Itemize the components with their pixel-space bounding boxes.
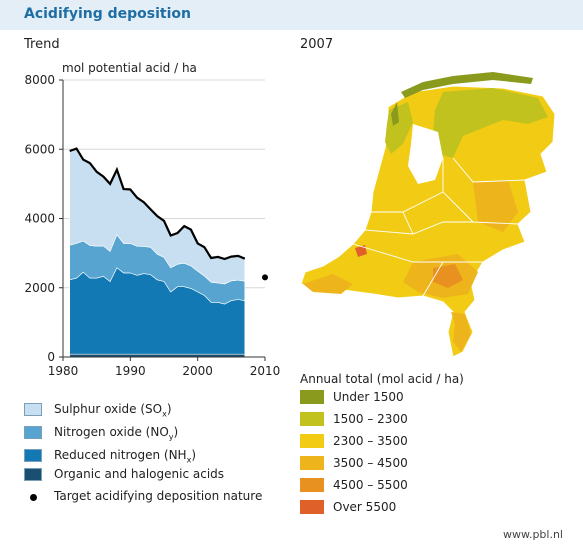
map-lake	[408, 124, 443, 184]
target-point	[262, 274, 268, 281]
chart-subtitle: Trend	[24, 37, 60, 52]
legend-label-target: Target acidifying deposition nature	[54, 489, 263, 503]
y-tick-label: 8000	[24, 73, 55, 87]
map-zeeland	[303, 274, 353, 294]
class-swatch	[300, 412, 324, 426]
sox-swatch	[24, 403, 42, 416]
class-label: 2300 – 3500	[333, 434, 408, 448]
class-swatch	[300, 500, 324, 514]
legend-label-noy: Nitrogen oxide (NO	[54, 425, 169, 439]
nhx-swatch	[24, 449, 42, 462]
map-limburg	[451, 312, 471, 352]
y-tick-label: 0	[47, 350, 55, 364]
y-tick-label: 2000	[24, 281, 55, 295]
legend-label-org: Organic and halogenic acids	[54, 467, 225, 481]
map-land	[300, 85, 556, 358]
y-tick-label: 4000	[24, 212, 55, 226]
source-link[interactable]: www.pbl.nl	[502, 528, 563, 541]
map-subtitle: 2007	[300, 37, 334, 52]
page-title: Acidifying deposition	[24, 6, 191, 22]
title-bar: Acidifying deposition	[0, 0, 583, 30]
class-label: Over 5500	[333, 500, 397, 514]
legend-sub-noy: y	[168, 432, 174, 442]
netherlands-map	[300, 72, 556, 358]
x-tick-label: 1990	[115, 364, 146, 375]
map-borders	[352, 157, 526, 297]
class-swatch	[300, 434, 324, 448]
legend-label-sox: Sulphur oxide (SO	[54, 402, 163, 416]
x-tick-label: 2000	[182, 364, 213, 375]
total-line	[69, 147, 246, 261]
y-tick-label: 6000	[24, 142, 55, 156]
map-legend-title: Annual total (mol acid / ha)	[300, 372, 464, 386]
class-swatch	[300, 456, 324, 470]
class-label: 4500 – 5500	[333, 478, 408, 492]
org-swatch	[24, 468, 42, 481]
class-swatch	[300, 390, 324, 404]
trend-chart: mol potential acid / ha 0 2000 4000 6000 800…	[24, 61, 280, 375]
legend-close-sox: )	[166, 402, 172, 416]
map-rijnmond-hotspot	[355, 245, 367, 257]
class-swatch	[300, 478, 324, 492]
x-tick-label: 2010	[250, 364, 280, 375]
target-dot-icon	[30, 494, 37, 501]
map-east-hotspot	[473, 180, 518, 232]
legend-label-nhx: Reduced nitrogen (NH	[54, 448, 187, 462]
x-tick-label: 1980	[48, 364, 79, 375]
legend-sub-nhx: x	[186, 455, 192, 465]
map-hotspot-core	[433, 264, 463, 288]
map-north-region	[433, 88, 548, 158]
map-islands	[391, 72, 533, 126]
class-label: 1500 – 2300	[333, 412, 408, 426]
legend-sub-sox: x	[162, 409, 167, 419]
y-axis-label: mol potential acid / ha	[62, 61, 197, 75]
legend-close-nhx: )	[191, 448, 196, 462]
legend-close-noy: )	[173, 425, 179, 439]
noy-swatch	[24, 426, 42, 439]
class-label: 3500 – 4500	[333, 456, 408, 470]
class-label: Under 1500	[333, 390, 404, 404]
